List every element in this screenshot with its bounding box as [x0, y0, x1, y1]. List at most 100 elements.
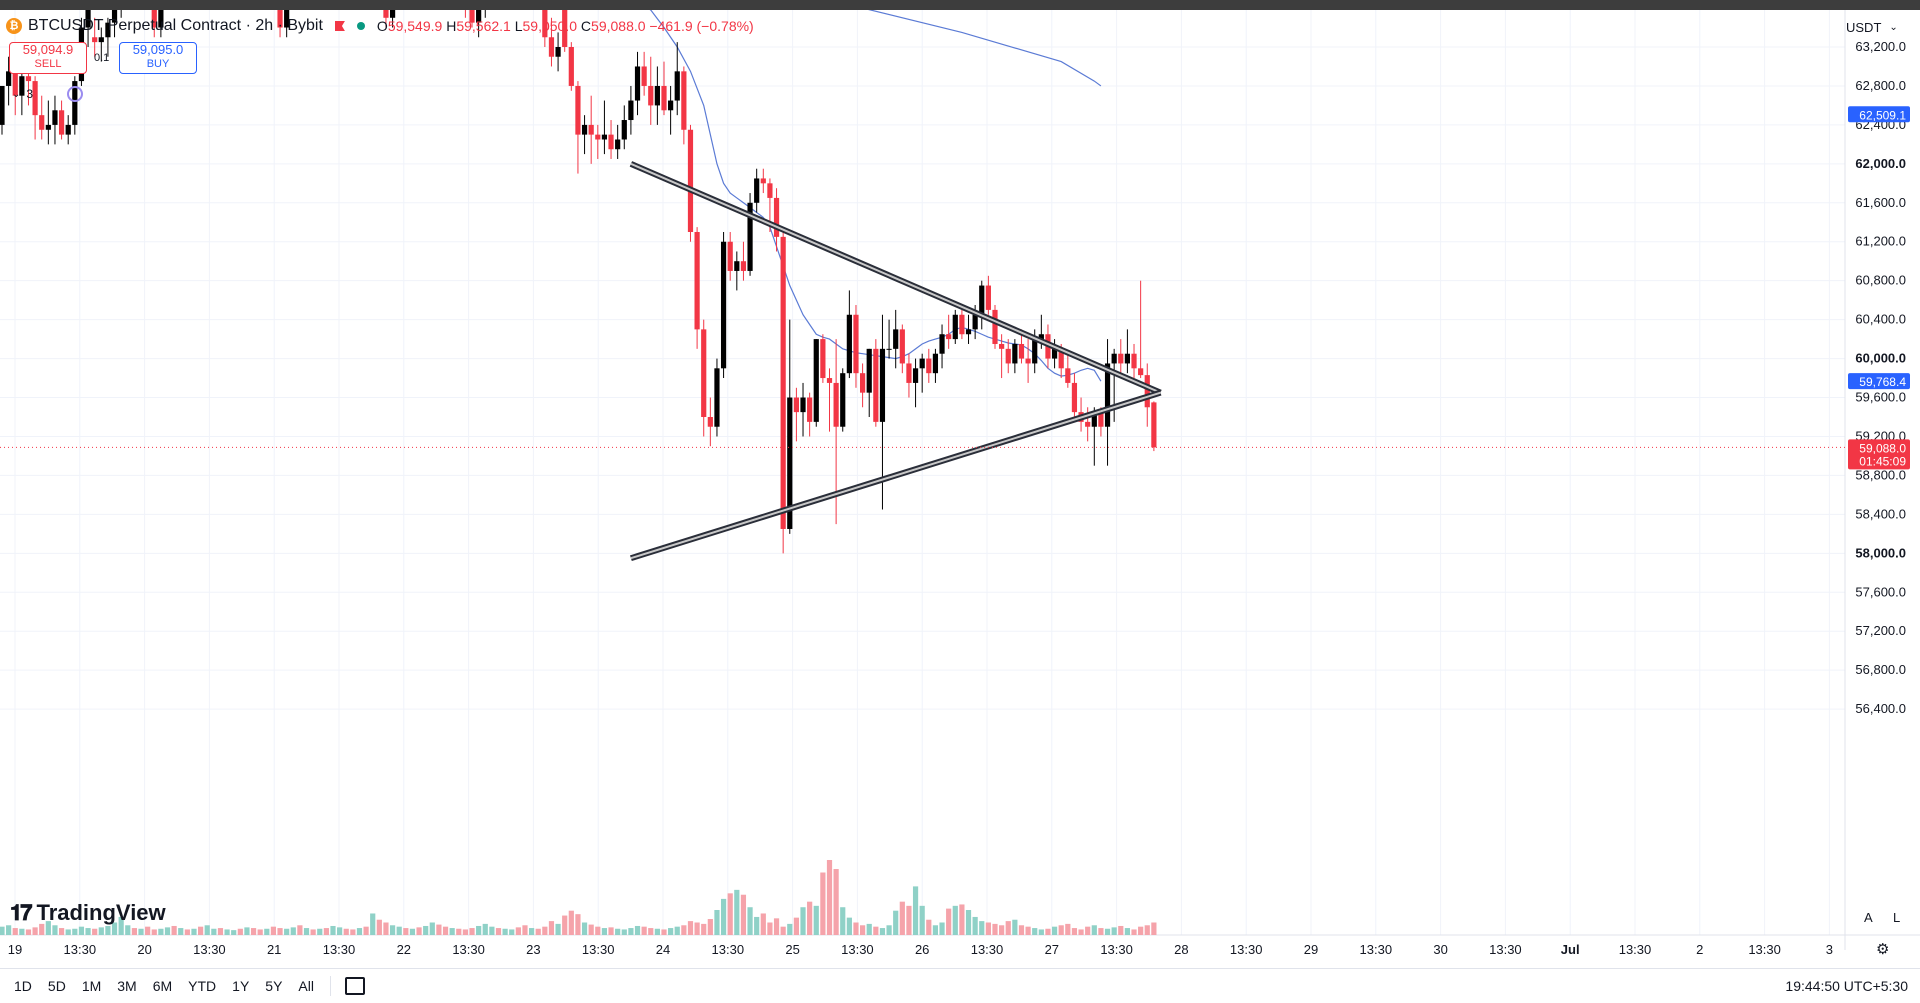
x-tick-label: 30	[1433, 942, 1447, 957]
range-ytd-button[interactable]: YTD	[188, 978, 217, 994]
volume-bar	[840, 907, 846, 935]
volume-bar	[52, 925, 58, 935]
candle-body	[727, 241, 733, 271]
volume-bar	[158, 928, 164, 935]
log-scale-button[interactable]: L	[1893, 910, 1901, 925]
volume-bar	[912, 886, 919, 935]
market-status-icon	[356, 22, 365, 30]
volume-bar	[1012, 919, 1018, 935]
volume-bar	[244, 927, 250, 935]
candle-body	[608, 134, 614, 150]
candle-body	[912, 368, 919, 383]
clock-readout[interactable]: 19:44:50 UTC+5:30	[1785, 978, 1908, 994]
countdown-label: 01:45:09	[1859, 454, 1906, 468]
volume-bar	[985, 922, 991, 935]
volume-bar	[846, 917, 852, 935]
volume-bar	[297, 925, 303, 935]
x-tick-label: 13:30	[452, 942, 485, 957]
currency-selector[interactable]: USDT ⌄	[1846, 16, 1910, 38]
volume-bar	[25, 929, 32, 935]
indicators-toggle[interactable]: ⌄ 3	[12, 86, 84, 102]
volume-bar	[793, 917, 799, 935]
chevron-down-icon[interactable]: ⌄	[12, 88, 21, 100]
range-5d-button[interactable]: 5D	[47, 978, 66, 994]
y-tick-label: 61,200.0	[1855, 234, 1906, 249]
auto-scale-button[interactable]: A	[1864, 910, 1873, 925]
range-6m-button[interactable]: 6M	[152, 978, 173, 994]
ma-200-label: 62,509.1	[1859, 108, 1906, 122]
range-3m-button[interactable]: 3M	[117, 978, 137, 994]
range-1m-button[interactable]: 1M	[81, 978, 102, 994]
volume-bar	[807, 901, 813, 935]
volume-bar	[284, 928, 290, 935]
volume-bar	[767, 922, 773, 935]
volume-bar	[323, 928, 329, 935]
candle-body	[681, 71, 687, 130]
price-chart[interactable]: 63,200.062,800.062,400.062,000.061,600.0…	[0, 10, 1920, 968]
flag-icon[interactable]	[334, 21, 345, 31]
volume-bar	[39, 923, 45, 935]
volume-bar	[714, 910, 720, 935]
order-quantity[interactable]: 0.1	[94, 52, 110, 64]
candle-body	[853, 314, 859, 374]
volume-bar	[164, 927, 171, 935]
volume-bar	[628, 928, 634, 935]
volume-bar	[926, 919, 932, 935]
buy-button[interactable]: 59,095.0 BUY	[119, 42, 197, 74]
y-tick-label: 58,000.0	[1855, 545, 1906, 560]
candle-body	[1138, 368, 1144, 376]
candle-body	[65, 124, 71, 135]
window-top-strip	[0, 0, 1920, 10]
volume-bar	[740, 894, 747, 935]
candle-body	[383, 10, 389, 18]
volume-bar	[681, 925, 687, 935]
candle-body	[648, 85, 654, 106]
x-tick-label: 13:30	[841, 942, 874, 957]
y-tick-label: 63,200.0	[1855, 39, 1906, 54]
volume-bar	[800, 907, 806, 935]
candle-body	[476, 10, 482, 23]
sell-button[interactable]: 59,094.9 SELL	[9, 42, 87, 74]
volume-bar	[522, 925, 528, 935]
y-tick-label: 58,800.0	[1855, 467, 1906, 482]
volume-bar	[727, 893, 733, 935]
volume-bar	[1098, 928, 1104, 935]
symbol-title[interactable]: BTCUSDT Perpetual Contract · 2h · Bybit	[28, 17, 323, 34]
candle-body	[787, 397, 793, 529]
candle-body	[939, 334, 945, 354]
candle-body	[1018, 343, 1025, 359]
candle-body	[707, 417, 713, 427]
candle-body	[39, 115, 45, 130]
sell-label: SELL	[34, 58, 62, 70]
candle-body	[1025, 358, 1031, 364]
range-all-button[interactable]: All	[298, 978, 314, 994]
y-tick-label: 62,000.0	[1855, 156, 1906, 171]
candle-body	[820, 339, 826, 379]
range-1d-button[interactable]: 1D	[14, 978, 32, 994]
calendar-icon[interactable]	[344, 977, 365, 995]
target-icon[interactable]	[67, 86, 84, 102]
volume-bar	[337, 927, 343, 935]
tradingview-watermark[interactable]: 𝟏𝟕 TradingView	[10, 900, 166, 926]
candle-body	[628, 100, 634, 121]
volume-bar	[1118, 925, 1124, 935]
range-5y-button[interactable]: 5Y	[265, 978, 283, 994]
candle-body	[674, 71, 680, 101]
candle-body	[1104, 363, 1111, 427]
candle-body	[621, 120, 627, 140]
volume-bar	[542, 926, 548, 935]
watermark-text: TradingView	[36, 900, 166, 925]
candle-body	[1051, 348, 1058, 359]
tradingview-logo-icon: 𝟏𝟕	[10, 900, 33, 925]
volume-bar	[1032, 928, 1038, 935]
candle-body	[1124, 353, 1130, 364]
candle-body	[654, 85, 660, 106]
x-tick-label: 19	[8, 942, 22, 957]
candle-body	[668, 100, 674, 111]
candle-body	[58, 110, 65, 135]
gear-icon[interactable]: ⚙	[1876, 941, 1890, 958]
symbol-legend[interactable]: ₿ BTCUSDT Perpetual Contract · 2h · Bybi…	[6, 16, 754, 36]
range-1y-button[interactable]: 1Y	[232, 978, 250, 994]
candle-body	[85, 10, 91, 28]
ma-20-label: 59,768.4	[1859, 375, 1906, 389]
